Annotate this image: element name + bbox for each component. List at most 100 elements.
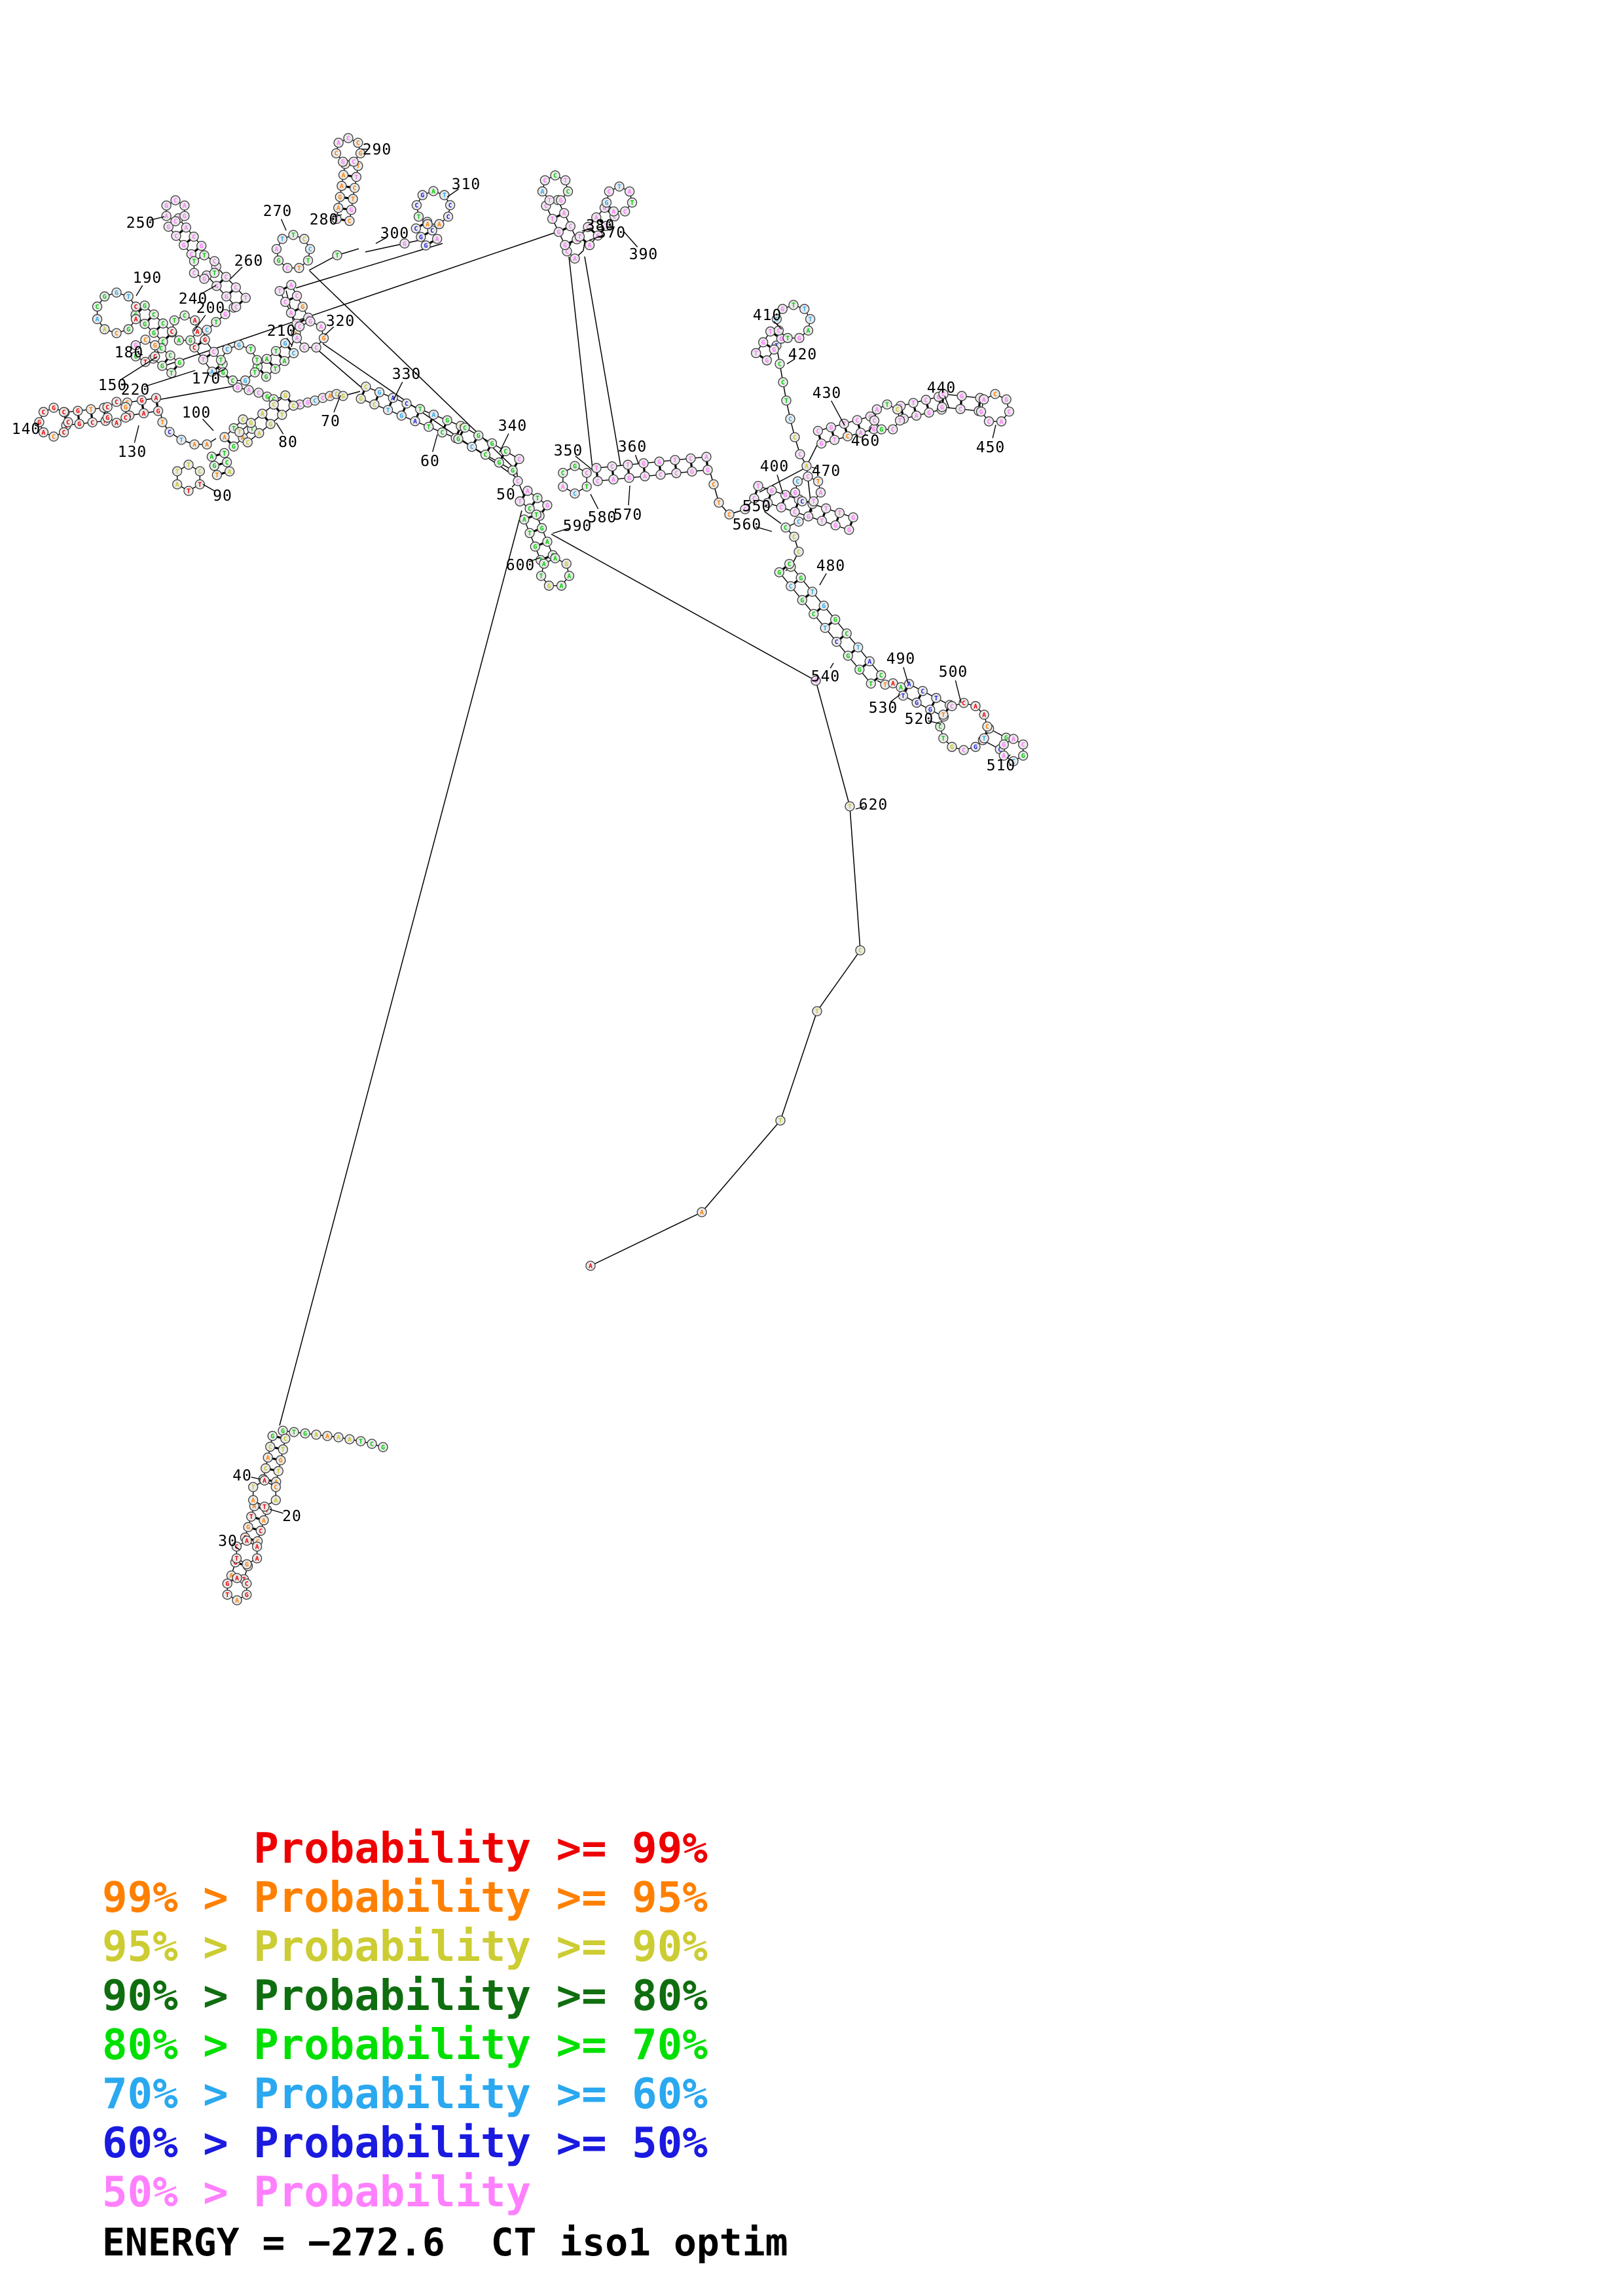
svg-text:C: C (855, 417, 859, 424)
svg-text:G: G (765, 357, 769, 365)
svg-text:A: A (982, 397, 986, 404)
svg-text:G: G (820, 440, 824, 448)
svg-text:G: G (139, 397, 143, 404)
svg-text:C: C (993, 391, 997, 399)
svg-text:C: C (170, 329, 173, 336)
svg-text:C: C (573, 491, 577, 498)
svg-text:C: C (1012, 759, 1015, 766)
legend-line: Probability >= 99% (102, 1825, 708, 1873)
svg-text:310: 310 (452, 176, 481, 193)
svg-text:C: C (816, 428, 820, 435)
svg-text:A: A (1002, 753, 1006, 760)
svg-text:C: C (212, 349, 216, 356)
svg-text:G: G (627, 475, 631, 482)
svg-text:C: C (205, 327, 209, 334)
svg-text:C: C (41, 409, 45, 416)
svg-text:T: T (281, 1446, 285, 1454)
svg-text:T: T (934, 695, 938, 702)
svg-text:C: C (230, 378, 234, 385)
svg-text:G: G (115, 290, 119, 297)
svg-text:A: A (342, 172, 346, 179)
svg-text:G: G (777, 569, 781, 577)
svg-text:A: A (818, 490, 822, 497)
svg-text:C: C (264, 1465, 268, 1473)
svg-text:T: T (249, 346, 253, 353)
svg-text:C: C (565, 249, 569, 256)
svg-text:470: 470 (812, 463, 841, 480)
svg-text:C: C (414, 225, 418, 232)
svg-text:C: C (596, 478, 600, 485)
svg-text:C: C (302, 344, 306, 351)
svg-text:T: T (901, 692, 905, 700)
svg-text:T: T (292, 1429, 296, 1437)
svg-text:G: G (223, 312, 227, 319)
svg-text:C: C (143, 337, 147, 344)
svg-text:C: C (245, 1581, 249, 1588)
svg-text:A: A (1000, 418, 1004, 425)
svg-text:A: A (263, 1478, 266, 1485)
svg-text:A: A (96, 316, 100, 323)
svg-text:T: T (518, 499, 522, 506)
svg-text:G: G (200, 243, 204, 250)
svg-text:G: G (349, 207, 353, 214)
svg-text:A: A (545, 539, 549, 546)
svg-text:A: A (337, 1435, 340, 1442)
svg-text:T: T (306, 258, 310, 265)
svg-text:70: 70 (321, 413, 340, 430)
svg-text:A: A (907, 681, 911, 689)
svg-text:C: C (353, 185, 357, 192)
svg-text:20: 20 (282, 1508, 302, 1525)
svg-text:G: G (215, 283, 219, 290)
svg-text:C: C (356, 140, 360, 147)
svg-text:C: C (259, 1528, 263, 1535)
svg-text:C: C (743, 507, 747, 514)
svg-text:T: T (351, 196, 355, 203)
svg-text:C: C (192, 344, 196, 351)
svg-text:C: C (115, 399, 119, 406)
svg-text:T: T (820, 518, 824, 525)
svg-text:T: T (251, 1484, 255, 1492)
svg-text:A: A (175, 482, 179, 489)
svg-text:C: C (798, 452, 802, 459)
svg-text:C: C (528, 506, 532, 513)
svg-text:390: 390 (629, 246, 659, 263)
svg-text:C: C (274, 1484, 278, 1492)
svg-text:C: C (225, 346, 229, 353)
svg-text:C: C (224, 274, 228, 281)
svg-text:C: C (962, 747, 966, 755)
svg-text:G: G (52, 405, 56, 412)
svg-text:A: A (228, 469, 232, 476)
svg-text:G: G (690, 469, 694, 476)
svg-text:G: G (399, 412, 403, 420)
svg-text:50: 50 (496, 486, 516, 503)
svg-text:A: A (437, 221, 441, 228)
svg-text:C: C (623, 209, 627, 216)
svg-text:450: 450 (976, 439, 1006, 456)
svg-text:380: 380 (586, 217, 615, 234)
svg-text:A: A (257, 430, 261, 437)
svg-text:T: T (833, 437, 837, 444)
svg-text:T: T (335, 253, 339, 260)
svg-text:G: G (283, 340, 287, 348)
svg-text:G: G (928, 707, 932, 714)
svg-text:T: T (249, 1514, 253, 1521)
svg-text:420: 420 (788, 346, 818, 363)
svg-text:C: C (858, 948, 862, 955)
svg-text:270: 270 (263, 203, 293, 220)
svg-text:520: 520 (905, 711, 934, 728)
svg-text:A: A (337, 205, 340, 212)
svg-text:40: 40 (232, 1467, 252, 1484)
svg-text:T: T (274, 348, 278, 355)
legend-line: 70% > Probability >= 60% (102, 2070, 708, 2119)
svg-text:C: C (543, 177, 547, 185)
svg-text:G: G (573, 463, 577, 471)
svg-text:A: A (192, 442, 196, 449)
svg-text:G: G (156, 408, 160, 415)
svg-text:T: T (187, 462, 191, 469)
svg-text:C: C (463, 425, 467, 432)
svg-text:A: A (262, 1517, 266, 1524)
svg-text:150: 150 (98, 377, 128, 394)
svg-text:C: C (314, 344, 318, 351)
svg-text:G: G (833, 522, 837, 529)
svg-text:G: G (244, 378, 247, 385)
